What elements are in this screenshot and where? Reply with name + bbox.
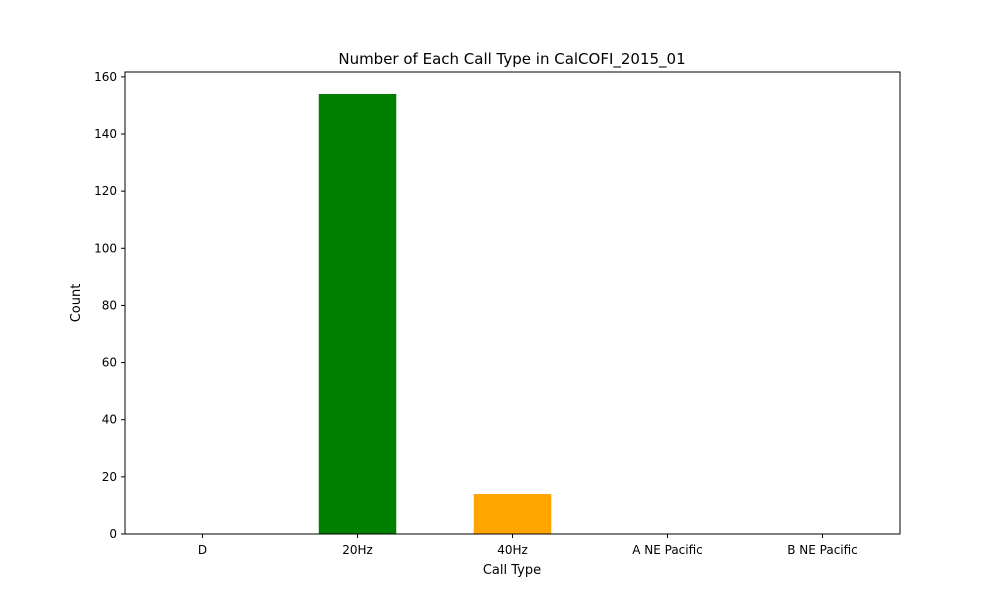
- x-tick-label: 40Hz: [497, 543, 528, 557]
- bar-40hz: [473, 494, 552, 534]
- y-tick-label: 120: [94, 184, 117, 198]
- x-axis-ticks: D 20Hz 40Hz A NE Pacific B NE Pacific: [198, 534, 858, 557]
- y-tick-label: 80: [102, 298, 117, 312]
- y-tick-label: 160: [94, 70, 117, 84]
- chart-title: Number of Each Call Type in CalCOFI_2015…: [338, 50, 685, 69]
- x-tick-label: A NE Pacific: [632, 543, 703, 557]
- y-tick-label: 60: [102, 356, 117, 370]
- y-tick-label: 40: [102, 413, 117, 427]
- x-tick-label: D: [198, 543, 207, 557]
- y-axis-ticks: 0 20 40 60 80 100 120 140 160: [94, 70, 125, 541]
- x-tick-label: B NE Pacific: [787, 543, 858, 557]
- x-tick-label: 20Hz: [342, 543, 373, 557]
- y-tick-label: 0: [109, 527, 117, 541]
- y-axis-label: Count: [69, 284, 84, 323]
- y-tick-label: 100: [94, 241, 117, 255]
- bar-20hz: [318, 94, 397, 534]
- bars-group: [318, 94, 552, 534]
- y-tick-label: 20: [102, 470, 117, 484]
- plot-frame: [124, 71, 901, 535]
- x-axis-label: Call Type: [483, 563, 541, 578]
- y-tick-label: 140: [94, 127, 117, 141]
